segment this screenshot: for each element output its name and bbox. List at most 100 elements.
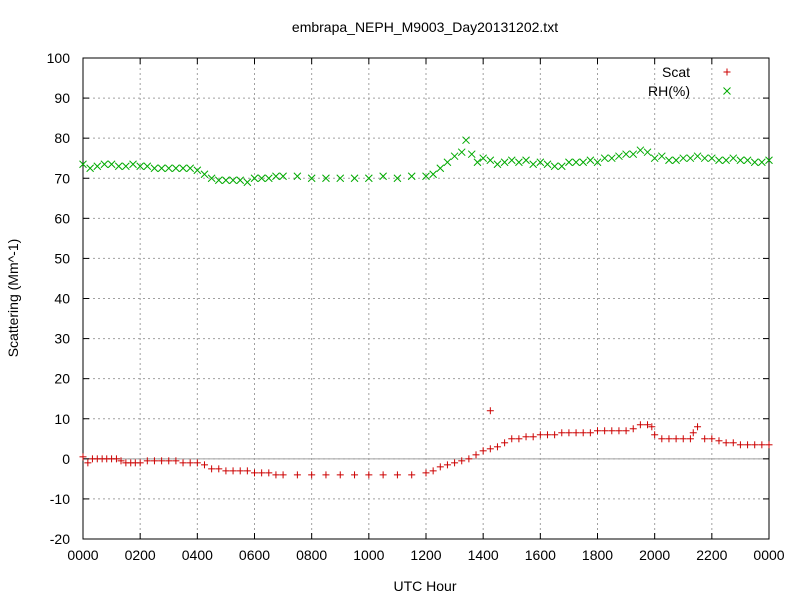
x-tick-label: 2200 xyxy=(696,547,727,563)
scat-point xyxy=(229,467,237,475)
scat-point xyxy=(436,463,444,471)
rh-point xyxy=(114,162,123,171)
scat-point xyxy=(265,469,273,477)
scat-point xyxy=(686,435,694,443)
scat-point xyxy=(293,471,301,479)
legend-label-rh: RH(%) xyxy=(648,83,690,99)
rh-point xyxy=(436,164,445,173)
scat-point xyxy=(729,439,737,447)
scat-point xyxy=(601,427,609,435)
scat-point xyxy=(672,435,680,443)
rh-point xyxy=(629,150,638,159)
y-tick-label: 70 xyxy=(54,170,70,186)
rh-point xyxy=(686,154,695,163)
rh-point xyxy=(572,158,580,167)
scat-point xyxy=(150,457,158,465)
rh-point xyxy=(100,160,109,169)
rh-point xyxy=(207,174,216,183)
grid xyxy=(83,58,769,539)
y-tick-label: 10 xyxy=(54,411,70,427)
rh-point xyxy=(222,176,230,185)
scat-point xyxy=(172,457,180,465)
rh-point xyxy=(200,170,209,179)
y-axis-label: Scattering (Mm^-1) xyxy=(5,239,21,358)
rh-point xyxy=(407,172,416,181)
rh-point xyxy=(279,172,287,181)
rh-point xyxy=(758,158,766,167)
rh-point xyxy=(693,152,702,161)
scat-point xyxy=(208,465,216,473)
rh-point xyxy=(422,172,430,181)
scat-point xyxy=(493,443,501,451)
scat-point xyxy=(243,467,251,475)
rh-point xyxy=(650,154,659,163)
x-tick-label: 0000 xyxy=(753,547,784,563)
rh-point xyxy=(729,154,738,163)
scat-point xyxy=(572,429,580,437)
rh-point xyxy=(707,154,716,163)
rh-point xyxy=(565,158,573,167)
scat-point xyxy=(451,459,459,467)
rh-point xyxy=(236,176,245,185)
axis-ticks: 0000 0200 0400 0600 0800 1000 1200 1400 1600 1800… xyxy=(47,50,785,563)
scat-point xyxy=(465,455,473,463)
rh-point xyxy=(665,156,673,165)
rh-point xyxy=(443,158,452,167)
rh-point xyxy=(250,174,259,183)
scat-point xyxy=(751,441,759,449)
rh-point xyxy=(136,162,145,171)
rh-point xyxy=(379,172,387,181)
scat-point xyxy=(408,471,416,479)
rh-point xyxy=(700,154,709,163)
scat-point xyxy=(486,445,494,453)
series-rh xyxy=(79,136,773,187)
series-scat xyxy=(79,407,773,479)
scat-point xyxy=(393,471,401,479)
scat-point xyxy=(744,441,752,449)
y-tick-label: 30 xyxy=(54,331,70,347)
scat-point xyxy=(522,433,530,441)
rh-point xyxy=(93,162,102,171)
scat-point xyxy=(629,425,637,433)
rh-point xyxy=(765,156,773,165)
y-tick-label: 50 xyxy=(54,250,70,266)
y-tick-label: -10 xyxy=(50,491,70,507)
scat-point xyxy=(479,447,487,455)
scat-point xyxy=(215,465,223,473)
rh-point xyxy=(164,164,173,173)
scat-point xyxy=(458,457,466,465)
y-tick-label: 20 xyxy=(54,371,70,387)
x-tick-label: 2000 xyxy=(639,547,670,563)
rh-point xyxy=(507,156,516,165)
rh-point xyxy=(336,174,345,183)
y-tick-label: 0 xyxy=(62,451,70,467)
scat-point xyxy=(689,429,697,437)
rh-point xyxy=(264,174,273,183)
scat-point xyxy=(251,469,258,477)
rh-point xyxy=(679,154,688,163)
rh-point xyxy=(750,158,759,167)
scat-point xyxy=(551,431,559,439)
rh-point xyxy=(550,162,559,171)
rh-point xyxy=(600,154,609,163)
scat-point xyxy=(258,469,266,477)
scat-point xyxy=(443,461,451,469)
scat-point xyxy=(200,461,208,469)
rh-point xyxy=(293,172,302,181)
scat-point xyxy=(236,467,244,475)
rh-point xyxy=(229,176,237,185)
rh-point xyxy=(672,156,680,165)
rh-point xyxy=(743,156,752,165)
rh-point xyxy=(515,158,523,167)
rh-point xyxy=(157,164,166,173)
scat-point xyxy=(658,435,666,443)
scat-point xyxy=(765,441,773,449)
rh-point xyxy=(350,174,359,183)
scat-point xyxy=(486,407,494,415)
scat-point xyxy=(501,439,509,447)
scat-point xyxy=(429,467,437,475)
scat-point xyxy=(679,435,687,443)
rh-point xyxy=(529,160,538,169)
scat-point xyxy=(158,457,166,465)
